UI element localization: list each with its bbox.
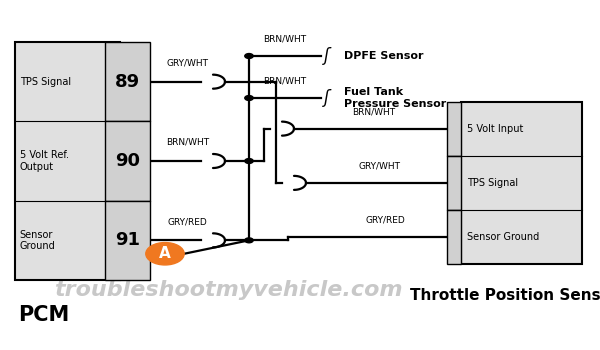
Bar	[447, 210, 461, 264]
Text: GRY/WHT: GRY/WHT	[167, 59, 209, 68]
Text: Sensor Ground: Sensor Ground	[467, 232, 539, 242]
Bar	[105, 201, 150, 280]
Text: TPS Signal: TPS Signal	[467, 178, 518, 188]
Text: Fuel Tank
Pressure Sensor: Fuel Tank Pressure Sensor	[344, 87, 446, 109]
Bar	[15, 42, 120, 280]
Circle shape	[245, 54, 253, 58]
Text: 5 Volt Input: 5 Volt Input	[467, 124, 524, 134]
Text: 5 Volt Ref.
Output: 5 Volt Ref. Output	[20, 150, 69, 172]
Text: PCM: PCM	[18, 305, 69, 325]
Text: GRY/RED: GRY/RED	[365, 216, 406, 225]
Text: 89: 89	[115, 73, 140, 91]
Text: A: A	[159, 246, 171, 261]
Text: BRN/WHT: BRN/WHT	[263, 77, 307, 86]
Circle shape	[146, 243, 184, 265]
Circle shape	[245, 238, 253, 243]
Text: 90: 90	[115, 152, 140, 170]
Text: BRN/WHT: BRN/WHT	[166, 138, 209, 147]
Circle shape	[245, 159, 253, 163]
Text: Sensor
Ground: Sensor Ground	[20, 230, 56, 251]
Text: Throttle Position Sensor: Throttle Position Sensor	[410, 288, 600, 303]
Bar	[461, 102, 582, 264]
Text: GRY/RED: GRY/RED	[167, 217, 208, 226]
Text: BRN/WHT: BRN/WHT	[263, 35, 307, 44]
Bar	[447, 156, 461, 210]
Text: ʃ: ʃ	[324, 89, 329, 107]
Text: 91: 91	[115, 231, 140, 249]
Text: ʃ: ʃ	[324, 47, 329, 65]
Text: troubleshootmyvehicle.com: troubleshootmyvehicle.com	[54, 280, 402, 301]
Bar	[105, 42, 150, 121]
Text: BRN/WHT: BRN/WHT	[352, 107, 395, 116]
Text: GRY/WHT: GRY/WHT	[359, 162, 401, 171]
Text: TPS Signal: TPS Signal	[20, 77, 71, 87]
Bar	[447, 102, 461, 156]
Bar	[105, 121, 150, 201]
Text: DPFE Sensor: DPFE Sensor	[344, 51, 424, 61]
Circle shape	[245, 96, 253, 100]
